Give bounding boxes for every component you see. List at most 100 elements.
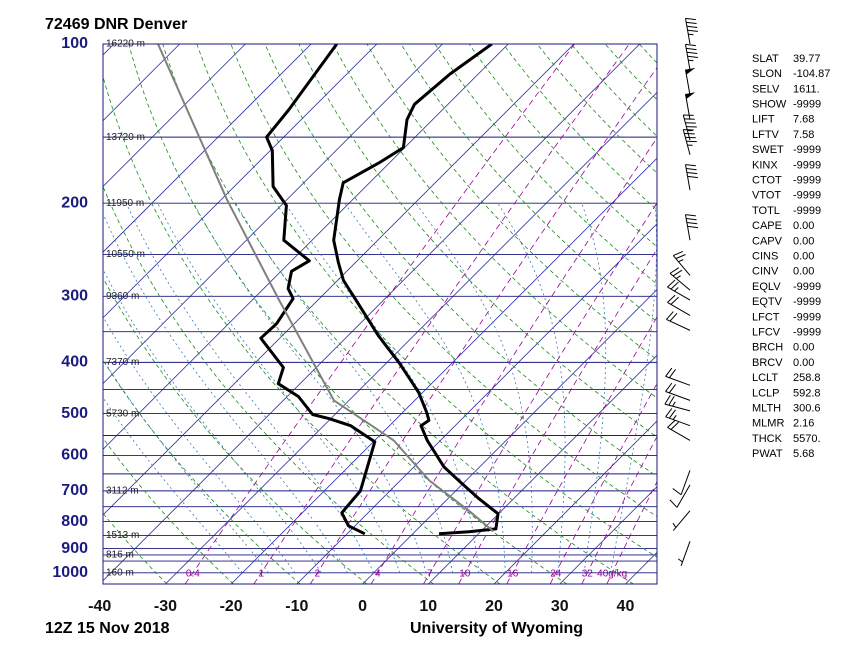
height-label: 11950 m bbox=[106, 198, 144, 209]
barb-stroke bbox=[676, 484, 691, 508]
dry-adiabat bbox=[298, 44, 657, 438]
profile-line bbox=[157, 44, 495, 533]
index-value: -9999 bbox=[793, 205, 821, 217]
height-label: 1513 m bbox=[106, 530, 139, 541]
isotherm bbox=[103, 44, 312, 253]
barb-stroke bbox=[688, 33, 694, 36]
dry-adiabat bbox=[103, 359, 301, 584]
index-name: BRCH bbox=[752, 342, 783, 354]
index-name: TOTL bbox=[752, 205, 780, 217]
barb-stroke bbox=[665, 382, 673, 392]
barb-stroke bbox=[685, 43, 696, 47]
barb-stroke bbox=[687, 55, 698, 58]
index-value: -9999 bbox=[793, 296, 821, 308]
barb-stroke bbox=[678, 259, 684, 263]
mixing-ratio-line bbox=[606, 480, 657, 584]
index-value: -9999 bbox=[793, 190, 821, 202]
index-name: CAPV bbox=[752, 235, 783, 247]
index-value: 5570. bbox=[793, 433, 821, 445]
y-tick-label: 400 bbox=[61, 354, 88, 371]
barb-stroke bbox=[667, 419, 676, 428]
barb-stroke bbox=[669, 312, 678, 322]
x-tick-label: 30 bbox=[551, 598, 569, 615]
height-label: 3112 m bbox=[106, 486, 139, 497]
barb-stroke bbox=[687, 225, 698, 229]
wind-barb bbox=[684, 43, 698, 71]
mixing-ratio-label: 10 bbox=[459, 568, 471, 579]
barb-stroke bbox=[686, 221, 698, 225]
wind-barb bbox=[684, 67, 696, 96]
index-value: 0.00 bbox=[793, 235, 814, 247]
mixing-ratio-line bbox=[506, 316, 657, 584]
wind-barb bbox=[672, 510, 691, 531]
wind-barb bbox=[672, 470, 691, 496]
wind-barb bbox=[682, 129, 697, 155]
isotherm bbox=[165, 91, 657, 584]
wind-barb bbox=[684, 214, 698, 241]
index-value: 300.6 bbox=[793, 403, 821, 415]
barb-stroke bbox=[687, 29, 698, 32]
wind-barb bbox=[672, 250, 691, 276]
mixing-ratio-line bbox=[253, 44, 630, 584]
wind-barb bbox=[665, 382, 691, 401]
isotherm bbox=[362, 289, 657, 584]
moist-adiabat bbox=[285, 202, 480, 573]
index-name: LCLP bbox=[752, 387, 780, 399]
index-value: -9999 bbox=[793, 159, 821, 171]
height-label: 10550 m bbox=[106, 249, 145, 260]
barb-stroke bbox=[669, 267, 680, 274]
index-name: CTOT bbox=[752, 175, 782, 187]
index-value: 0.00 bbox=[793, 357, 814, 369]
index-name: PWAT bbox=[752, 448, 783, 460]
index-value: -9999 bbox=[793, 327, 821, 339]
wind-barb bbox=[684, 17, 698, 45]
dry-adiabat bbox=[162, 44, 634, 584]
index-value: -9999 bbox=[793, 99, 821, 111]
wind-barb bbox=[667, 419, 691, 441]
barb-stroke bbox=[672, 269, 683, 277]
index-name: BRCV bbox=[752, 357, 783, 369]
barb-stroke bbox=[668, 395, 675, 406]
wind-barb bbox=[667, 294, 691, 316]
index-name: MLTH bbox=[752, 403, 781, 415]
mixing-ratio-line bbox=[370, 137, 657, 584]
barb-stroke bbox=[667, 294, 676, 303]
index-name: LFCT bbox=[752, 311, 780, 323]
barb-stroke bbox=[673, 250, 684, 257]
y-tick-label: 500 bbox=[61, 405, 88, 422]
barb-stroke bbox=[668, 409, 676, 419]
index-value: 1611. bbox=[793, 83, 820, 95]
x-tick-label: 40 bbox=[617, 598, 635, 615]
barb-stroke bbox=[672, 401, 676, 407]
height-label: 816 m bbox=[106, 550, 134, 561]
moist-adiabat bbox=[610, 203, 657, 573]
barb-stroke bbox=[665, 367, 673, 377]
x-tick-label: 20 bbox=[485, 598, 503, 615]
index-value: 39.77 bbox=[793, 53, 821, 65]
plot-area bbox=[103, 44, 657, 584]
chart-title: 72469 DNR Denver bbox=[45, 16, 187, 33]
barb-stroke bbox=[675, 254, 686, 260]
height-label: 16220 m bbox=[106, 39, 145, 50]
dry-adiabat bbox=[103, 512, 168, 584]
isotherm bbox=[103, 44, 378, 319]
index-value: 0.00 bbox=[793, 266, 814, 278]
wind-barb bbox=[666, 311, 691, 331]
height-label: 7370 m bbox=[106, 357, 139, 368]
index-value: 592.8 bbox=[793, 387, 821, 399]
mixing-ratio-label: 4 bbox=[375, 568, 381, 579]
barb-stroke bbox=[680, 470, 691, 495]
index-value: -9999 bbox=[793, 281, 821, 293]
index-name: CAPE bbox=[752, 220, 782, 232]
isotherm bbox=[103, 44, 575, 516]
index-value: 0.00 bbox=[793, 220, 814, 232]
y-tick-label: 600 bbox=[61, 447, 88, 464]
index-value: 0.00 bbox=[793, 342, 814, 354]
y-tick-label: 1000 bbox=[52, 564, 88, 581]
index-name: VTOT bbox=[752, 190, 781, 202]
isotherm bbox=[103, 44, 246, 187]
index-name: CINV bbox=[752, 266, 779, 278]
dry-adiabat bbox=[196, 44, 657, 558]
mixing-ratio-line bbox=[581, 435, 657, 584]
barb-stroke bbox=[686, 47, 697, 51]
